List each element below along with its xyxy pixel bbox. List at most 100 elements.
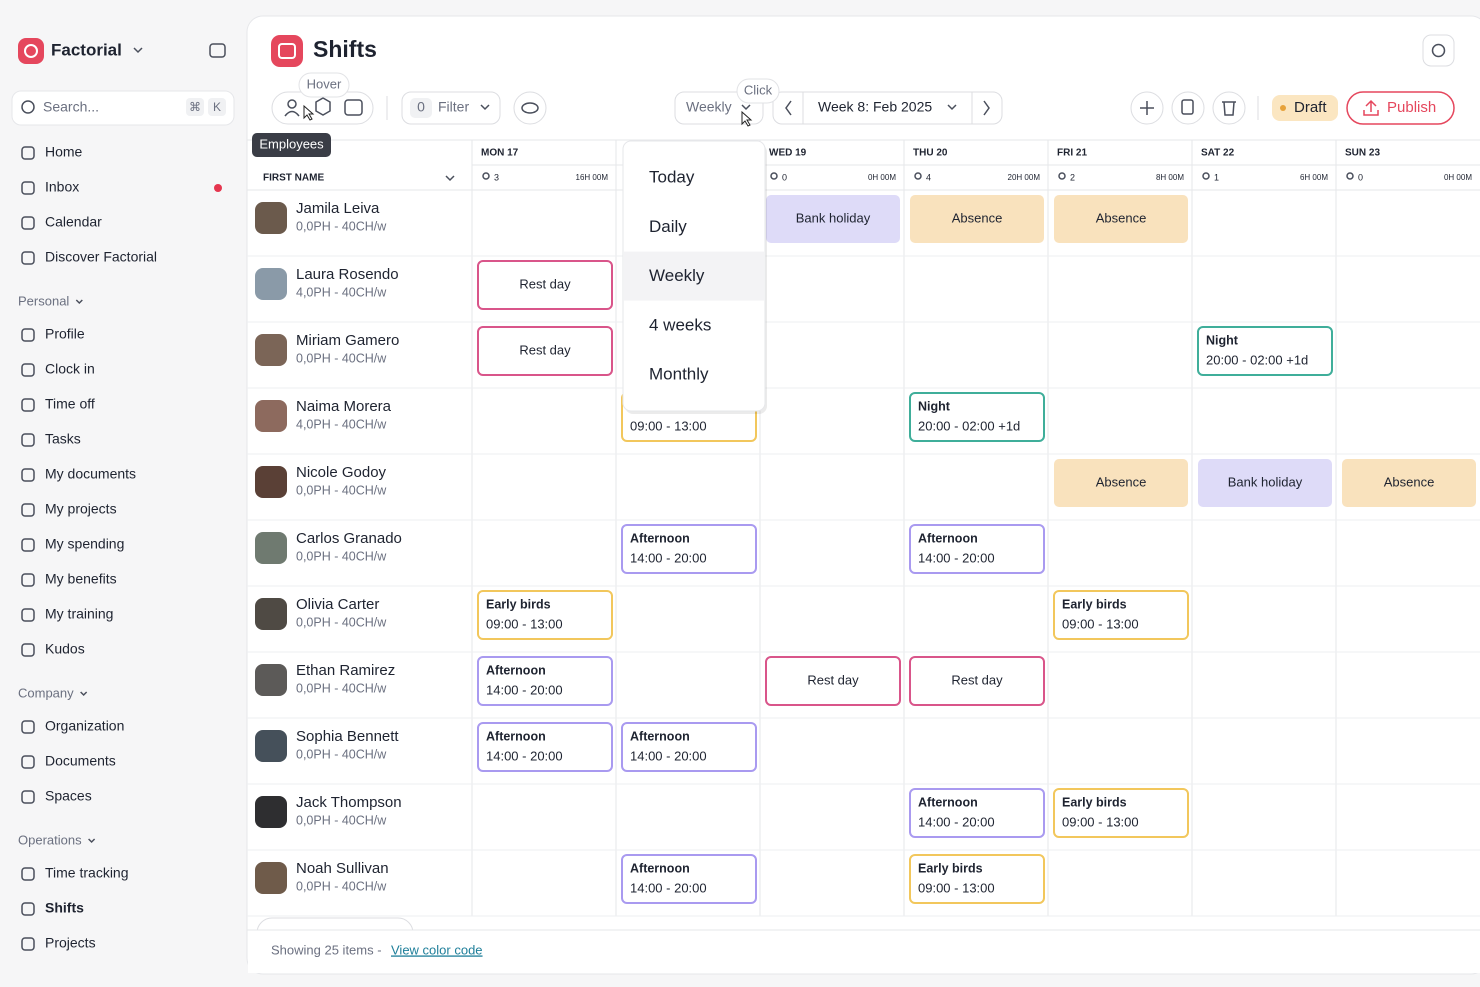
- nav-icon: [21, 643, 35, 657]
- shift-title: Night: [1206, 333, 1239, 347]
- status-dot: [1280, 105, 1286, 111]
- nav-item[interactable]: My documents: [45, 466, 136, 482]
- nav-item[interactable]: My training: [45, 606, 113, 622]
- publish-label[interactable]: Publish: [1387, 99, 1436, 116]
- nav-item[interactable]: Profile: [45, 326, 85, 342]
- shift[interactable]: [1054, 459, 1188, 507]
- employee-name[interactable]: Carlos Granado: [296, 530, 402, 547]
- shift[interactable]: [1197, 326, 1333, 376]
- view-label[interactable]: Weekly: [686, 99, 732, 115]
- shift[interactable]: [910, 195, 1044, 243]
- shifts-icon[interactable]: [344, 99, 363, 116]
- settings-button[interactable]: [1422, 34, 1455, 67]
- sort-chevron[interactable]: [445, 175, 455, 182]
- shift-title: Afternoon: [486, 729, 546, 743]
- nav-item[interactable]: My benefits: [45, 571, 117, 587]
- employee-name[interactable]: Nicole Godoy: [296, 464, 387, 481]
- brand-chevron[interactable]: [133, 47, 143, 54]
- nav-item[interactable]: My spending: [45, 536, 124, 552]
- shift[interactable]: [477, 722, 613, 772]
- shift[interactable]: [1198, 459, 1332, 507]
- filter-chevron: [480, 104, 490, 111]
- nav-item[interactable]: Calendar: [45, 214, 102, 230]
- employee-name[interactable]: Olivia Carter: [296, 596, 379, 613]
- nav-item[interactable]: Discover Factorial: [45, 249, 157, 265]
- employee-name[interactable]: Sophia Bennett: [296, 728, 399, 745]
- shift[interactable]: [909, 656, 1045, 706]
- nav-item[interactable]: Organization: [45, 718, 124, 734]
- shift[interactable]: [909, 524, 1045, 574]
- employee-name[interactable]: Jamila Leiva: [296, 200, 380, 217]
- employee-name[interactable]: Jack Thompson: [296, 794, 402, 811]
- shift[interactable]: [765, 656, 901, 706]
- week-label[interactable]: Week 8: Feb 2025: [818, 99, 932, 115]
- hint-bubble: [298, 72, 350, 98]
- shift[interactable]: [621, 722, 757, 772]
- nav-item[interactable]: Tasks: [45, 431, 81, 447]
- nav-item[interactable]: Time tracking: [45, 865, 129, 881]
- footer-link[interactable]: View color code: [391, 942, 483, 957]
- filter-count: 0: [417, 99, 425, 115]
- employee-name[interactable]: Ethan Ramirez: [296, 662, 395, 679]
- nav-item[interactable]: Clock in: [45, 361, 95, 377]
- brand-logo[interactable]: [18, 38, 44, 64]
- search-box[interactable]: [11, 90, 235, 126]
- delete-button[interactable]: [1212, 91, 1246, 125]
- shift[interactable]: [477, 656, 613, 706]
- menu-option[interactable]: Weekly: [649, 266, 705, 285]
- shift-title: Absence: [952, 210, 1003, 225]
- brand-name[interactable]: Factorial: [51, 40, 122, 59]
- status-badge: [1272, 95, 1338, 121]
- shift[interactable]: [766, 195, 900, 243]
- employee-name[interactable]: Miriam Gamero: [296, 332, 399, 349]
- menu-option[interactable]: Daily: [649, 217, 687, 236]
- week-navigator[interactable]: [772, 91, 1003, 125]
- nav-item[interactable]: Shifts: [45, 900, 84, 916]
- collapse-icon[interactable]: [209, 43, 226, 58]
- nav-item[interactable]: Time off: [45, 396, 95, 412]
- menu-option[interactable]: 4 weeks: [649, 315, 711, 334]
- employee-name[interactable]: Noah Sullivan: [296, 860, 389, 877]
- nav-item[interactable]: My projects: [45, 501, 117, 517]
- shift[interactable]: [1053, 590, 1189, 640]
- nav-item[interactable]: Home: [45, 144, 83, 160]
- section-title[interactable]: Personal: [18, 293, 69, 308]
- shift[interactable]: [909, 854, 1045, 904]
- nav-item[interactable]: Spaces: [45, 788, 92, 804]
- filter-label[interactable]: Filter: [438, 99, 469, 115]
- nav-item[interactable]: Documents: [45, 753, 116, 769]
- nav-icon: [21, 181, 35, 195]
- employee-name[interactable]: Laura Rosendo: [296, 266, 399, 283]
- spaces-icon[interactable]: [315, 97, 331, 116]
- shift[interactable]: [621, 524, 757, 574]
- menu-option[interactable]: Today: [649, 167, 695, 186]
- nav-item[interactable]: Inbox: [45, 179, 79, 195]
- shift[interactable]: [621, 854, 757, 904]
- shift[interactable]: [909, 392, 1045, 442]
- shift[interactable]: [477, 326, 613, 376]
- section-title[interactable]: Company: [18, 685, 74, 700]
- shift[interactable]: [1053, 788, 1189, 838]
- shift[interactable]: [477, 260, 613, 310]
- shift-title: Night: [918, 399, 951, 413]
- previous-week[interactable]: [785, 100, 792, 116]
- shift-title: Early birds: [1062, 795, 1127, 809]
- shift[interactable]: [909, 788, 1045, 838]
- shift[interactable]: [1054, 195, 1188, 243]
- shift[interactable]: [1342, 459, 1476, 507]
- copy-button[interactable]: [1171, 91, 1205, 125]
- shift-title: Absence: [1096, 474, 1147, 489]
- nav-item[interactable]: Projects: [45, 935, 96, 951]
- week-chevron: [947, 104, 957, 111]
- employees-icon[interactable]: [287, 99, 297, 109]
- shift[interactable]: [477, 590, 613, 640]
- employee-name[interactable]: Naima Morera: [296, 398, 392, 415]
- nav-item[interactable]: Kudos: [45, 641, 85, 657]
- search-placeholder[interactable]: Search...: [43, 99, 99, 115]
- publish-button[interactable]: [1346, 91, 1455, 125]
- visibility-button[interactable]: [513, 91, 547, 125]
- next-week[interactable]: [983, 100, 990, 116]
- section-title[interactable]: Operations: [18, 832, 82, 847]
- menu-option[interactable]: Monthly: [649, 365, 709, 384]
